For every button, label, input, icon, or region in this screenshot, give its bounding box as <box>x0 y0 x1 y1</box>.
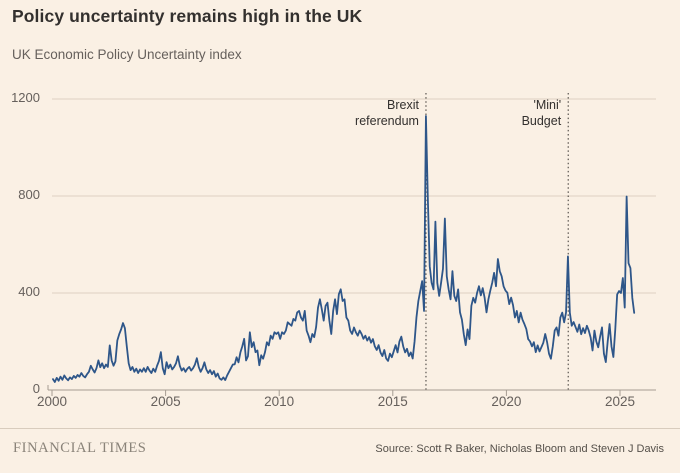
financial-times-logo: FINANCIAL TIMES <box>13 440 147 456</box>
page-title: Policy uncertainty remains high in the U… <box>12 6 363 26</box>
x-axis-label-2005: 2005 <box>150 394 181 409</box>
x-axis <box>47 385 656 396</box>
epu-line-series <box>52 115 636 383</box>
annotation-label-1: 'Mini' Budget <box>521 98 562 128</box>
x-axis-label-2015: 2015 <box>377 394 408 409</box>
chart-subtitle: UK Economic Policy Uncertainty index <box>12 47 242 62</box>
x-axis-label-2025: 2025 <box>604 394 636 409</box>
x-axis-label-2000: 2000 <box>36 394 68 409</box>
x-axis-label-2020: 2020 <box>491 394 522 409</box>
y-axis-label-400: 400 <box>18 284 40 299</box>
footer-divider <box>0 428 680 429</box>
y-axis-label-800: 800 <box>18 187 40 202</box>
source-credit: Source: Scott R Baker, Nicholas Bloom an… <box>375 443 664 455</box>
x-axis-label-2010: 2010 <box>264 394 295 409</box>
gridlines <box>52 98 656 294</box>
epu-index-line <box>52 115 636 383</box>
y-axis-label-1200: 1200 <box>11 90 40 105</box>
annotation-label-0: Brexit referendum <box>355 98 419 128</box>
y-axis-label-0: 0 <box>32 381 40 396</box>
